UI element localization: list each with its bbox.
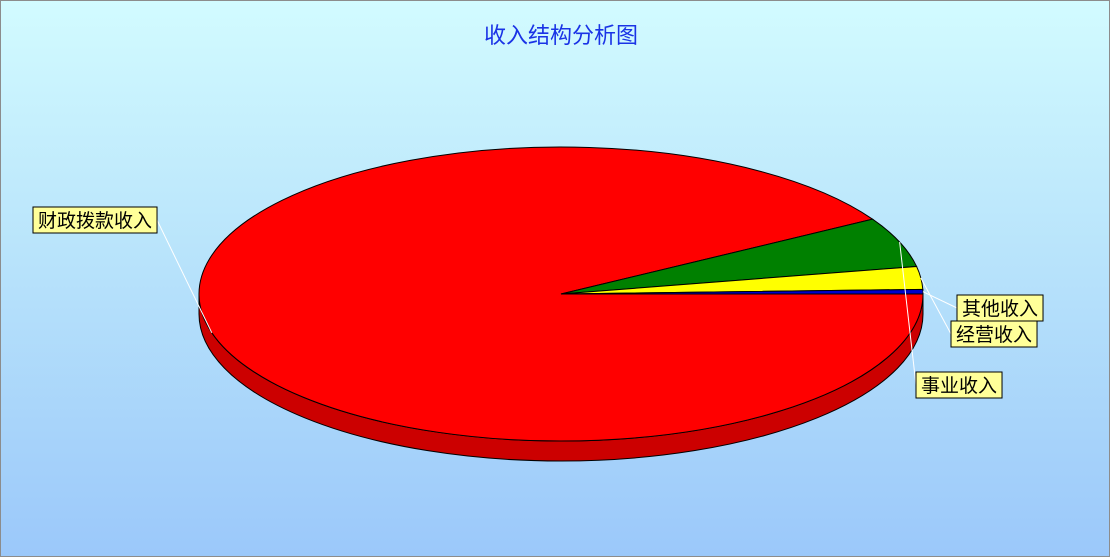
pie-label-business: 事业收入 — [915, 371, 1003, 399]
pie-label-text-other: 其他收入 — [962, 298, 1038, 320]
pie-top-layer — [198, 146, 924, 442]
pie-label-box-operating — [950, 320, 1038, 348]
pie-label-fiscal: 财政拨款收入 — [32, 206, 158, 234]
pie-label-text-business: 事业收入 — [921, 375, 997, 397]
pie-label-operating: 经营收入 — [950, 320, 1038, 348]
pie-leader-operating — [920, 277, 952, 335]
chart-title: 收入结构分析图 — [484, 24, 638, 49]
pie-label-box-fiscal — [32, 206, 158, 234]
pie-label-text-operating: 经营收入 — [956, 324, 1032, 346]
pie-leader-fiscal — [156, 219, 213, 334]
pie-label-text-fiscal: 财政拨款收入 — [38, 210, 152, 232]
pie-slice-other — [560, 288, 924, 295]
pie-label-box-other — [956, 294, 1044, 322]
pie-label-box-business — [915, 371, 1003, 399]
pie-leader-business — [899, 241, 917, 386]
pie-leader-other — [922, 291, 958, 309]
pie-label-other: 其他收入 — [956, 294, 1044, 322]
